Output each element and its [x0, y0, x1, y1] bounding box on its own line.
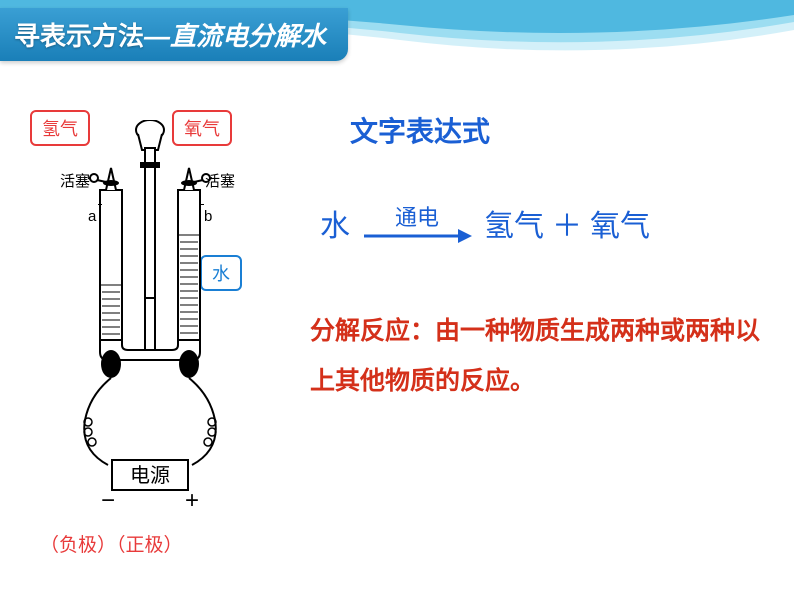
- negative-pole-label: （负极）: [40, 535, 116, 556]
- eq-product1: 氢气: [484, 201, 544, 245]
- word-expression-title: 文字表达式: [350, 110, 770, 150]
- eq-plus: ＋: [552, 201, 582, 245]
- eq-arrow: 通电: [362, 200, 472, 246]
- electrode-labels: （负极）（正极）: [40, 530, 183, 557]
- tube-a-label: a: [88, 208, 96, 225]
- tick-a: [98, 204, 102, 205]
- title-main: —直流电分解水: [144, 21, 326, 51]
- stopper-left-label: 活塞: [60, 170, 90, 191]
- positive-pole-label: （正极）: [116, 535, 183, 556]
- slide-title-bar: 寻表示方法—直流电分解水: [0, 8, 348, 61]
- decomposition-definition: 分解反应：由一种物质生成两种或两种以上其他物质的反应。: [310, 306, 770, 406]
- content-area: 文字表达式 水 通电 氢气 ＋ 氧气 分解反应：由一种物质生成两种或两种以上其他…: [310, 110, 770, 406]
- title-prefix: 寻表示方法: [14, 21, 144, 51]
- electrolysis-diagram: 氢气 氧气 水: [30, 100, 290, 560]
- arrow-icon: [362, 226, 472, 246]
- minus-sign: −: [101, 487, 115, 514]
- eq-reactant: 水: [320, 201, 350, 245]
- word-equation: 水 通电 氢气 ＋ 氧气: [320, 200, 770, 246]
- stopper-right-label: 活塞: [205, 170, 235, 191]
- tick-b: [200, 204, 204, 205]
- eq-product2: 氧气: [590, 201, 650, 245]
- power-label: 电源: [130, 464, 170, 487]
- tube-b-label: b: [204, 208, 212, 225]
- plus-sign: +: [185, 487, 199, 514]
